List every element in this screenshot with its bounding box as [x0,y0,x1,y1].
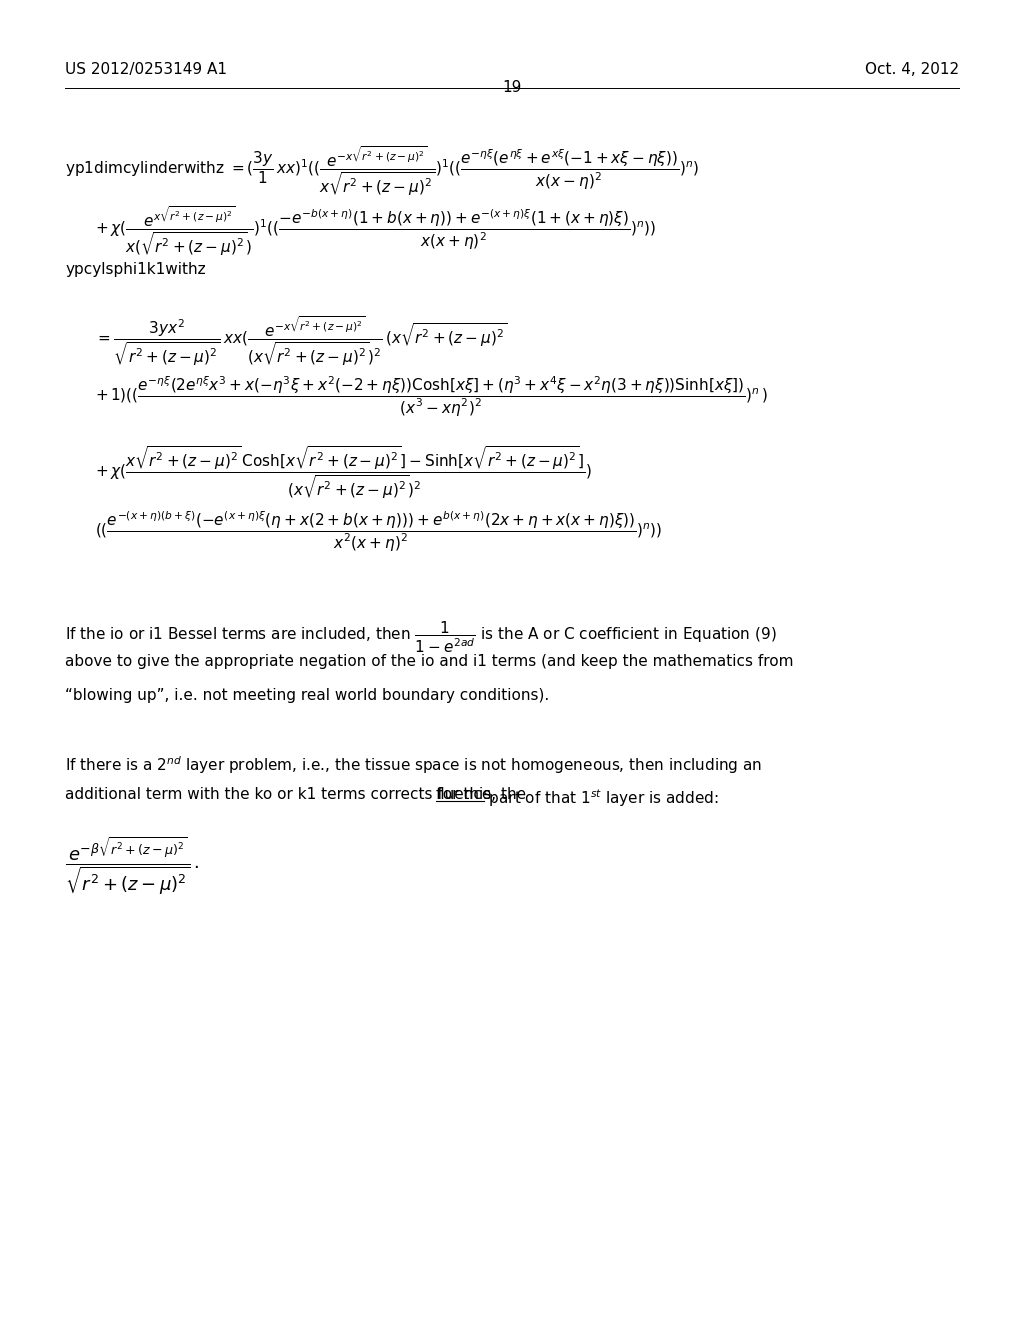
Text: $\dfrac{e^{-\beta\sqrt{r^2+(z-\mu)^2}}}{\sqrt{r^2+(z-\mu)^2}}$$\,.$: $\dfrac{e^{-\beta\sqrt{r^2+(z-\mu)^2}}}{… [65,836,200,896]
Text: “blowing up”, i.e. not meeting real world boundary conditions).: “blowing up”, i.e. not meeting real worl… [65,688,549,704]
Text: $+\,\chi(\dfrac{e^{x\sqrt{r^2+(z-\mu)^2}}}{x(\sqrt{r^2+(z-\mu)^2})})^1((\dfrac{-: $+\,\chi(\dfrac{e^{x\sqrt{r^2+(z-\mu)^2}… [95,205,656,259]
Text: $+\,1)((\dfrac{e^{-\eta\xi}(2e^{\eta\xi}x^3+x(-\eta^3\xi+x^2(-2+\eta\xi))\mathrm: $+\,1)((\dfrac{e^{-\eta\xi}(2e^{\eta\xi}… [95,375,768,420]
Text: If the io or i1 Bessel terms are included, then $\dfrac{1}{1-e^{2ad}}$ is the A : If the io or i1 Bessel terms are include… [65,620,776,656]
Text: $= \dfrac{3yx^2}{\sqrt{r^2+(z-\mu)^2}}\,xx(\dfrac{e^{-x\sqrt{r^2+(z-\mu)^2}}}{(x: $= \dfrac{3yx^2}{\sqrt{r^2+(z-\mu)^2}}\,… [95,315,508,368]
Text: US 2012/0253149 A1: US 2012/0253149 A1 [65,62,227,77]
Text: ypcylsphi1k1withz: ypcylsphi1k1withz [65,261,206,277]
Text: Oct. 4, 2012: Oct. 4, 2012 [865,62,959,77]
Text: 19: 19 [503,81,521,95]
Text: part of that 1$^{st}$ layer is added:: part of that 1$^{st}$ layer is added: [484,787,719,809]
Text: above to give the appropriate negation of the io and i1 terms (and keep the math: above to give the appropriate negation o… [65,653,794,669]
Text: additional term with the ko or k1 terms corrects for this, the: additional term with the ko or k1 terms … [65,787,531,803]
Text: fluence: fluence [436,787,493,803]
Text: $((\dfrac{e^{-(x+\eta)(b+\xi)}(-e^{(x+\eta)\xi}(\eta+x(2+b(x+\eta)))+e^{b(x+\eta: $((\dfrac{e^{-(x+\eta)(b+\xi)}(-e^{(x+\e… [95,510,663,554]
Text: If there is a 2$^{nd}$ layer problem, i.e., the tissue space is not homogeneous,: If there is a 2$^{nd}$ layer problem, i.… [65,754,762,776]
Text: yp1dimcylinderwithz $= (\dfrac{3y}{1}\,xx)^1((\dfrac{e^{-x\sqrt{r^2+(z-\mu)^2}}}: yp1dimcylinderwithz $= (\dfrac{3y}{1}\,x… [65,145,699,198]
Text: $+\,\chi(\dfrac{x\sqrt{r^2+(z-\mu)^2}\,\mathrm{Cosh}[x\sqrt{r^2+(z-\mu)^2}]-\mat: $+\,\chi(\dfrac{x\sqrt{r^2+(z-\mu)^2}\,\… [95,445,592,502]
